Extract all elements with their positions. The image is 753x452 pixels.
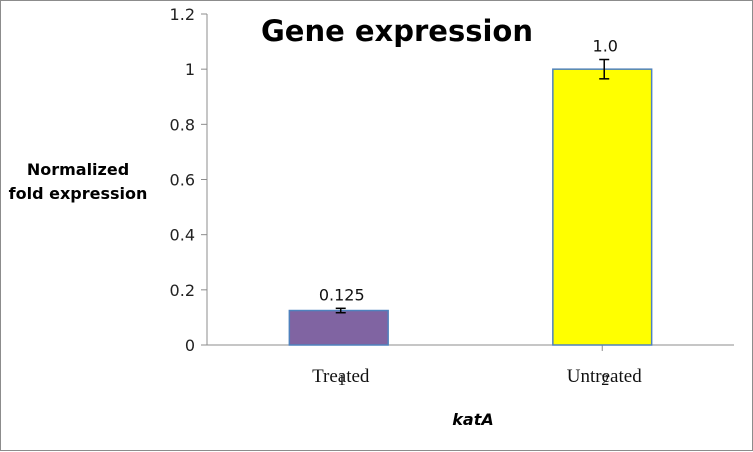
y-tick-label: 0 <box>185 336 195 355</box>
x-category-label: Treated <box>312 366 370 387</box>
data-label: 1.0 <box>593 37 618 56</box>
y-axis-label-line-1: Normalized <box>27 160 129 179</box>
y-axis-label-line-2: fold expression <box>9 184 148 203</box>
chart-title: Gene expression <box>261 14 533 48</box>
x-tick-index-label: 2 <box>601 372 609 389</box>
bar-untreated <box>552 68 653 346</box>
y-tick-label: 0.2 <box>170 281 195 300</box>
data-label: 0.125 <box>319 285 365 304</box>
y-tick-label: 0.8 <box>170 115 195 134</box>
y-tick-label: 1 <box>185 60 195 79</box>
bar-treated <box>288 309 389 346</box>
y-tick-label: 0.6 <box>170 171 195 190</box>
y-tick-label: 1.2 <box>170 5 195 24</box>
x-category-label: Untreated <box>567 366 642 387</box>
x-axis-label: katA <box>452 410 493 429</box>
x-tick-index-label: 1 <box>338 372 346 389</box>
y-tick-label: 0.4 <box>170 226 195 245</box>
